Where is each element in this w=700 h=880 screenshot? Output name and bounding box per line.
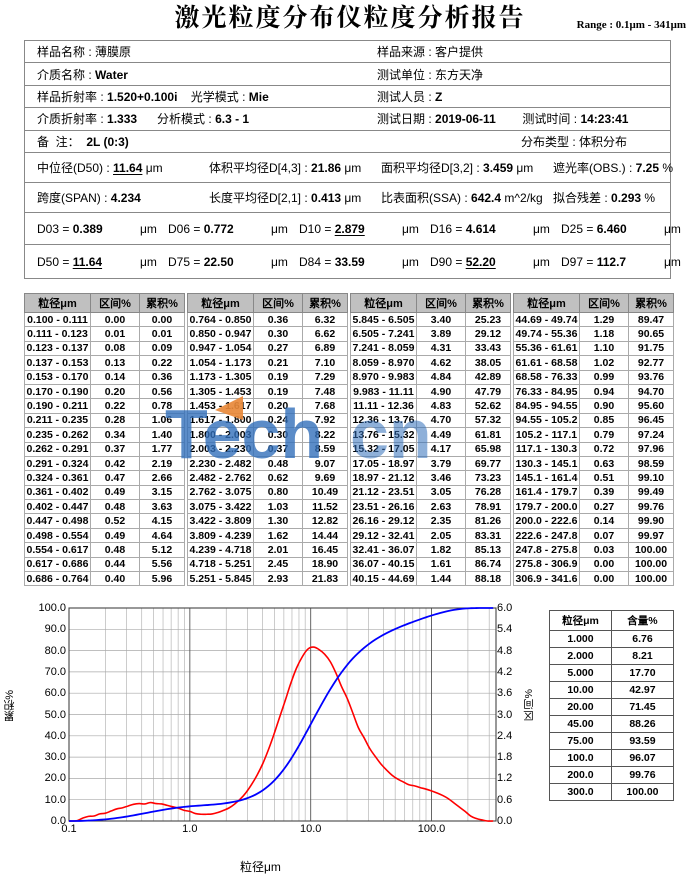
svg-text:Tech: Tech <box>165 395 323 473</box>
svg-text:cn: cn <box>350 395 432 473</box>
